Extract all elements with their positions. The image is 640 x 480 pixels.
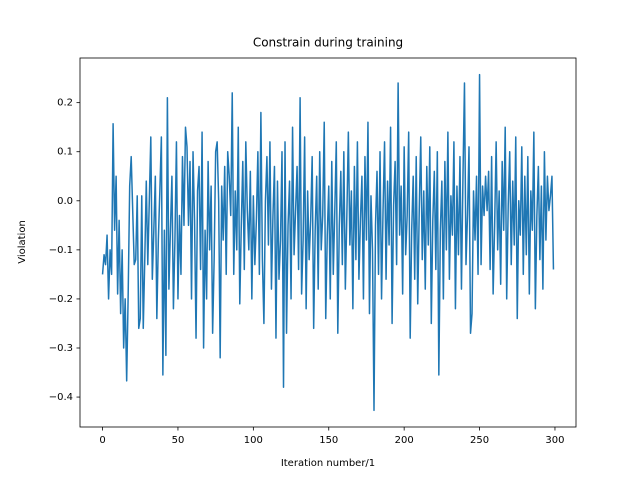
y-tick-label: −0.4 bbox=[49, 392, 73, 403]
data-line bbox=[101, 73, 555, 412]
y-tick-label: 0.0 bbox=[57, 196, 73, 207]
y-tick-label: −0.3 bbox=[49, 343, 73, 354]
x-tick-label: 0 bbox=[99, 435, 105, 446]
x-tick-label: 300 bbox=[545, 435, 564, 446]
y-axis-label: Violation bbox=[17, 220, 28, 264]
x-tick-label: 50 bbox=[172, 435, 185, 446]
axes-frame bbox=[79, 57, 577, 428]
y-tick-label: 0.2 bbox=[57, 98, 73, 109]
chart-title: Constrain during training bbox=[253, 36, 403, 50]
y-tick-label: 0.1 bbox=[57, 147, 73, 158]
x-tick-label: 100 bbox=[244, 435, 263, 446]
x-tick-label: 250 bbox=[470, 435, 489, 446]
x-axis-label: Iteration number/1 bbox=[281, 458, 375, 469]
x-tick-label: 150 bbox=[319, 435, 338, 446]
y-tick-label: −0.2 bbox=[49, 294, 73, 305]
y-tick-label: −0.1 bbox=[49, 245, 73, 256]
x-tick-label: 200 bbox=[395, 435, 414, 446]
